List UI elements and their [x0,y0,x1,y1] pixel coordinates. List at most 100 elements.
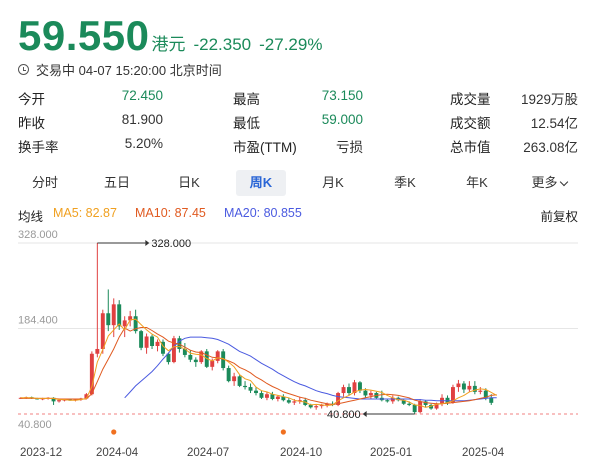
candle-body [423,401,428,405]
currency-label: 港元 [151,35,186,54]
candle-body [483,390,488,398]
stat-value: 亏损 [336,140,363,155]
candle-body [352,382,357,394]
candle-body [336,393,341,405]
candle-body [84,394,89,399]
candle-body [264,394,269,398]
candle-body [243,385,248,388]
candle-body [139,331,144,348]
stats-row: 换手率 5.20% 市盈(TTM) 亏损 总市值 263.08亿 [18,136,578,160]
clock-icon [18,64,29,75]
tab-quarterly-k[interactable]: 季K [380,170,430,196]
stat-value: 72.450 [121,88,163,103]
low-annotation-arrow [362,411,367,417]
stat-label: 今开 [18,92,45,107]
candle-body [111,304,116,326]
tab-label: 日K [178,175,200,190]
ma20-legend: MA20: 80.855 [224,206,302,220]
high-annotation-arrow [145,240,150,246]
ma-label: 均线 [18,210,44,224]
stats-row: 今开 72.450 最高 73.150 成交量 1929万股 [18,88,578,112]
candle-body [166,353,171,363]
high-annotation-label: 328.000 [151,238,191,250]
candle-body [368,393,373,396]
candle-body [199,351,204,363]
stat-value: 263.08亿 [523,140,578,155]
candle-body [429,404,434,409]
candle-body [51,397,56,402]
tab-intraday[interactable]: 分时 [20,170,70,196]
candle-body [472,385,477,392]
candle-body [363,390,368,396]
candle-body [450,387,455,403]
candle-body [57,400,62,402]
candle-body [237,376,242,386]
stat-value: 73.150 [321,88,363,103]
candle-body [275,396,280,399]
x-tick-label: 2024-07 [187,447,229,459]
candle-body [215,351,220,361]
ma10-line [20,327,497,405]
candle-body [281,396,286,401]
candle-body [40,398,45,400]
candle-body [177,338,182,349]
candle-body [467,385,472,390]
adjust-type-button[interactable]: 前复权 [540,210,578,224]
candle-body [188,354,193,360]
candle-body [226,368,231,382]
candle-body [314,406,319,408]
event-marker-dot [111,429,117,435]
price-change: -22.350 [193,35,252,54]
stat-label: 市盈(TTM) [233,140,297,155]
stat-label: 最高 [233,92,260,107]
candle-body [210,360,215,367]
price-change-percent: -27.29% [259,35,323,54]
candle-body [412,404,417,413]
kline-chart[interactable]: 328.000 184.400 40.800 328.000 40.800 2023-12… [0,228,594,472]
trading-status: 交易中 04-07 15:20:00 北京时间 [18,60,222,79]
candle-body [95,348,100,354]
chart-period-tabs: 分时 五日 日K 周K 月K 季K 年K 更多 [10,166,586,198]
candle-body [150,336,155,347]
candle-body [270,394,275,399]
candle-body [259,393,264,398]
stat-value: 5.20% [124,136,163,151]
candle-body [182,348,187,355]
candle-body [461,383,466,390]
candle-body [456,383,461,388]
candle-body [286,400,291,403]
candle-body [128,316,133,321]
ma10-legend: MA10: 87.45 [135,206,206,220]
x-tick-label: 2025-01 [370,447,412,459]
candle-body [385,400,390,402]
x-tick-label: 2024-10 [280,447,322,459]
tab-monthly-k[interactable]: 月K [308,170,358,196]
stat-label: 成交量 [450,92,491,107]
stat-value: 59.000 [321,112,363,127]
candle-body [319,404,324,407]
tab-yearly-k[interactable]: 年K [452,170,502,196]
ma5-line [20,318,497,408]
candle-body [390,397,395,402]
tab-label: 季K [394,175,416,190]
current-price: 59.550 [18,12,150,59]
stat-label: 昨收 [18,116,45,131]
tab-label: 周K [249,175,273,190]
candle-body [144,336,149,348]
stat-value: 1929万股 [520,92,578,107]
tab-five-day[interactable]: 五日 [92,170,142,196]
candle-body [155,341,160,347]
stat-value: 81.900 [121,112,163,127]
tab-more[interactable]: 更多 [524,170,574,196]
tab-weekly-k[interactable]: 周K [236,170,286,196]
stat-label: 换手率 [18,140,59,155]
candle-body [407,403,412,405]
candle-body [35,398,40,400]
candle-body [171,338,176,363]
candle-body [254,390,258,394]
y-tick-label: 184.400 [18,315,58,327]
tab-daily-k[interactable]: 日K [164,170,214,196]
candle-body [325,403,330,405]
candle-body [347,387,351,394]
candle-body [100,313,105,349]
